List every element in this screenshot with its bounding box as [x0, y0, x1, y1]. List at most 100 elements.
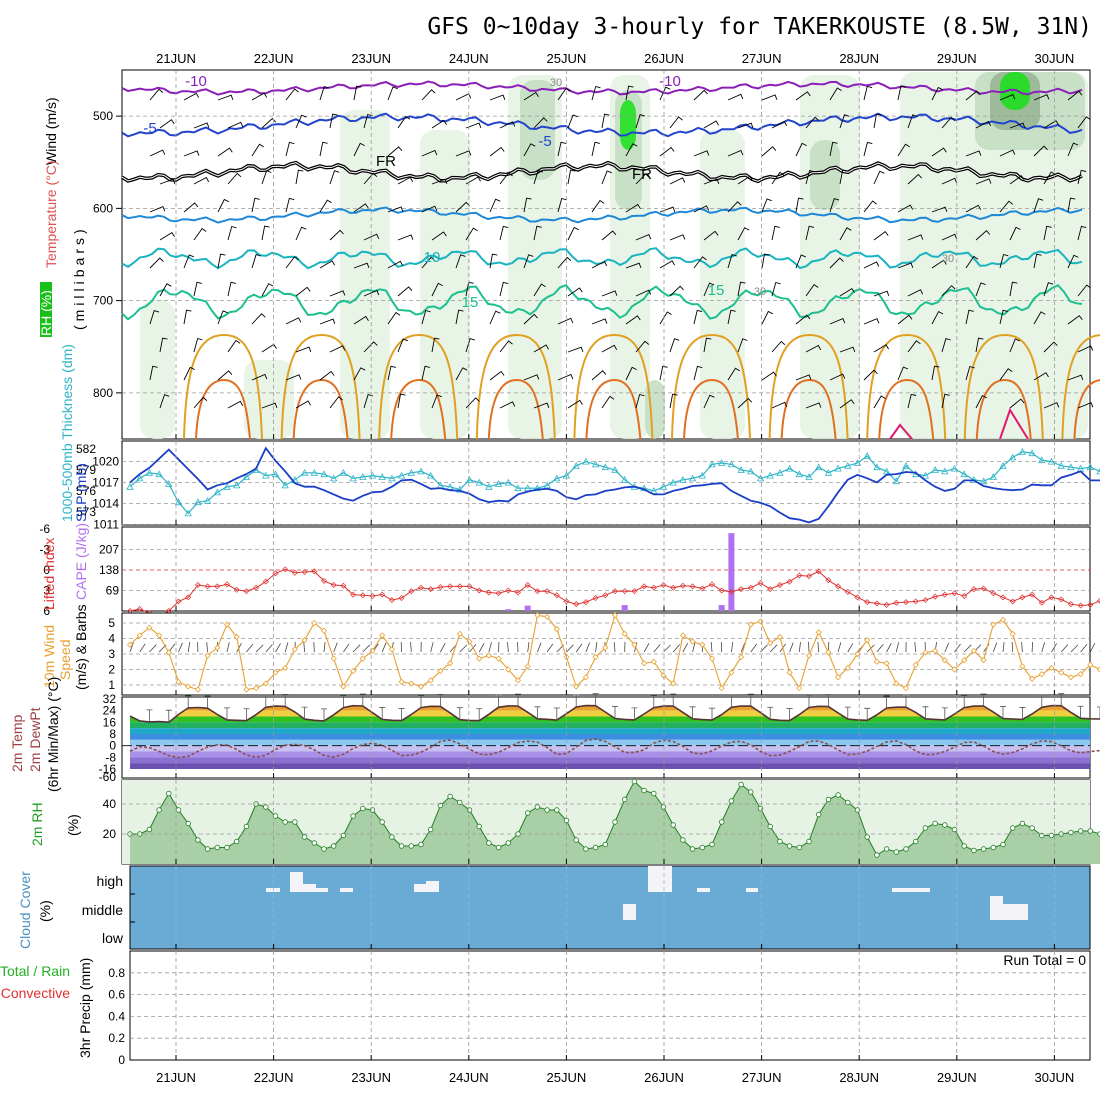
- wind-barb: [329, 229, 344, 241]
- wind-barb: [149, 310, 160, 325]
- day-label-bottom: 21JUN: [156, 1070, 196, 1085]
- wind-speed-point: [932, 647, 939, 654]
- wind-speed-point: [679, 632, 686, 639]
- wind-barb: [489, 253, 498, 269]
- wind-barb: [1067, 142, 1079, 157]
- wind-barb: [737, 227, 750, 241]
- thickness-point: [659, 482, 668, 490]
- wind-speed-point: [893, 680, 900, 687]
- thickness-point: [1047, 457, 1056, 465]
- thickness-point: [514, 484, 522, 492]
- wind-speed-point: [631, 641, 638, 648]
- minmax-bar: [844, 706, 851, 720]
- isotherm-15: [121, 283, 1083, 321]
- wind-barb: [975, 337, 984, 353]
- minmax-bar: [1000, 706, 1006, 719]
- wind-barb: [227, 400, 244, 409]
- wind-speed-point: [223, 621, 231, 628]
- wind-barb: [1077, 284, 1091, 297]
- lifted-index-point: [670, 584, 677, 591]
- thickness-point: [465, 475, 474, 483]
- lifted-index-point: [204, 583, 211, 590]
- wind-tick: 4: [108, 632, 115, 646]
- lifted-index-point: [932, 593, 939, 600]
- wind-barb: [761, 94, 778, 101]
- surface-wind-barb: [362, 644, 371, 653]
- rh-point: [971, 847, 977, 854]
- wind-barb: [931, 365, 940, 381]
- lifted-index-point: [505, 587, 512, 594]
- wind-barb: [829, 87, 842, 101]
- surface-wind-barb: [789, 642, 794, 653]
- wind-barb: [421, 205, 438, 213]
- lifted-index-point: [854, 594, 861, 601]
- wind-speed-point: [660, 672, 667, 679]
- rh-point: [680, 837, 686, 843]
- isotherm-25: [878, 378, 935, 440]
- temp-tick: 8: [109, 727, 116, 741]
- wind-barb: [591, 141, 600, 157]
- wind-speed-point: [408, 680, 415, 687]
- rh-point: [379, 819, 385, 825]
- wind-barb: [363, 233, 380, 241]
- thickness-point: [931, 466, 939, 473]
- precip-yticks: 0.8 0.6 0.4 0.2 0: [108, 966, 125, 1067]
- isotherm-20: [963, 333, 1044, 440]
- rh-point: [670, 822, 676, 828]
- lifted-index-point: [612, 588, 618, 595]
- wind-barb: [873, 344, 889, 353]
- wind-barb: [387, 86, 398, 101]
- lifted-index-point: [1000, 594, 1006, 601]
- wind-barb: [727, 367, 740, 381]
- thickness-point: [960, 470, 968, 478]
- lifted-index-point: [1077, 602, 1084, 609]
- surface-wind-barb: [1070, 644, 1079, 653]
- wind-speed-point: [495, 655, 502, 662]
- lifted-index-point: [388, 597, 395, 604]
- wind-barb: [567, 399, 583, 409]
- rh-point: [922, 825, 929, 831]
- cloud-block: [917, 888, 930, 892]
- rh-point: [224, 844, 230, 851]
- wind-barb: [159, 283, 172, 297]
- wind-barb: [795, 254, 806, 269]
- minmax-bar: [418, 695, 424, 708]
- wind-barb: [975, 120, 992, 129]
- day-label-bottom: 28JUN: [839, 1070, 879, 1085]
- lifted-index-point: [903, 599, 909, 606]
- lifted-index-point: [922, 597, 929, 604]
- wind-barb: [625, 262, 642, 269]
- bottom-day-labels: 21JUN 22JUN 23JUN 24JUN 25JUN 26JUN 27JUN 28JUN…: [156, 1070, 1074, 1085]
- minmax-bar: [612, 706, 618, 719]
- rh-panel: 40 20 2m RH (%): [29, 778, 1100, 865]
- wind-speed-point: [1077, 671, 1084, 678]
- wind-barb: [839, 169, 848, 185]
- thickness-tick: 582: [76, 442, 96, 456]
- thickness-point: [669, 478, 677, 486]
- day-gridlines: [175, 866, 1055, 949]
- wind-barb: [805, 283, 819, 297]
- wind-barb: [761, 253, 770, 269]
- rh-point: [942, 822, 948, 828]
- li-tick: -3: [39, 543, 50, 557]
- wind-barb: [863, 141, 873, 157]
- wind-barb: [421, 149, 438, 157]
- day-label-top: 30JUN: [1035, 51, 1075, 66]
- precip-tick: 0: [118, 1053, 125, 1067]
- isotherm-30: [999, 407, 1029, 440]
- rh-point: [1000, 841, 1006, 848]
- wind-speed-point: [990, 621, 997, 628]
- surface-wind-barb: [440, 643, 446, 653]
- wind-barb: [329, 170, 340, 185]
- lifted-index-point: [214, 583, 221, 590]
- thickness-point: [941, 467, 949, 475]
- wind-barb: [591, 370, 607, 381]
- rh-point: [660, 804, 667, 810]
- thickness-point: [1086, 463, 1094, 471]
- wind-barb: [1009, 175, 1025, 185]
- wind-speed-point: [708, 655, 716, 662]
- surface-wind-barb: [226, 642, 230, 653]
- thickness-point: [815, 463, 823, 471]
- wind-barb: [727, 149, 744, 157]
- wind-speed-point: [427, 677, 434, 684]
